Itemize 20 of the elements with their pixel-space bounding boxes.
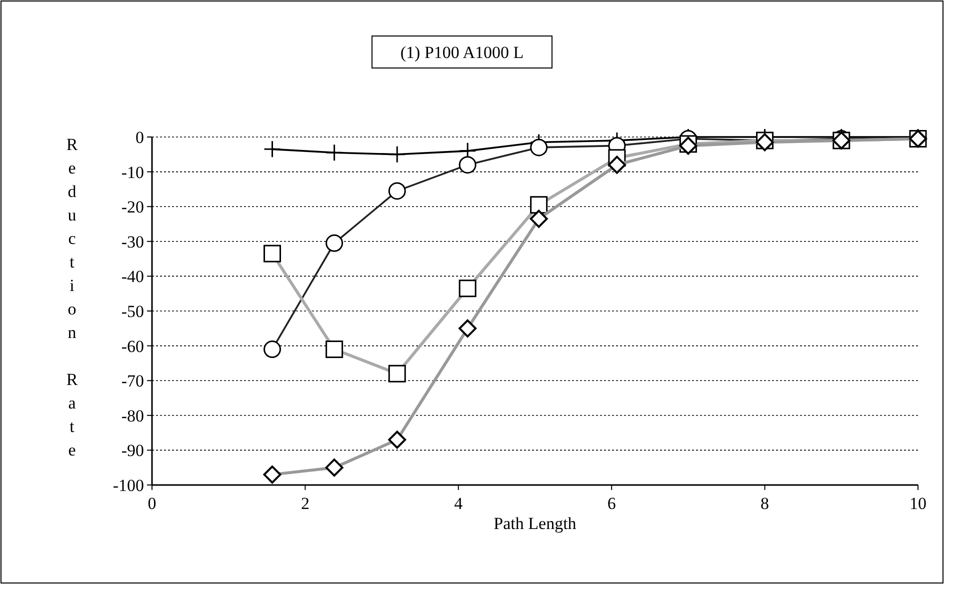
y-tick-label: -40 <box>121 267 144 286</box>
y-tick-label: 0 <box>136 128 144 147</box>
y-tick-label: -70 <box>121 372 144 391</box>
y-tick-label: -10 <box>121 162 144 182</box>
x-tick-label: 4 <box>454 494 464 513</box>
text: Reduction Rate <box>66 135 78 460</box>
y-tick-label: -100 <box>112 476 144 495</box>
y-tick-label: -20 <box>121 198 144 217</box>
chart-title: (1) P100 A1000 L <box>400 43 524 62</box>
x-axis-title: Path Length <box>494 514 577 533</box>
x-tick-label: 8 <box>760 494 770 513</box>
x-tick-label: 10 <box>910 494 926 513</box>
x-tick-label: 6 <box>607 494 616 513</box>
x-tick-label: 2 <box>300 494 310 513</box>
y-tick-label: -80 <box>121 406 144 426</box>
y-tick-label: -90 <box>121 441 144 460</box>
y-tick-label: -50 <box>121 302 144 321</box>
y-tick-label: -30 <box>121 232 144 252</box>
y-tick-label: -60 <box>121 336 144 356</box>
x-tick-label: 0 <box>148 494 156 513</box>
